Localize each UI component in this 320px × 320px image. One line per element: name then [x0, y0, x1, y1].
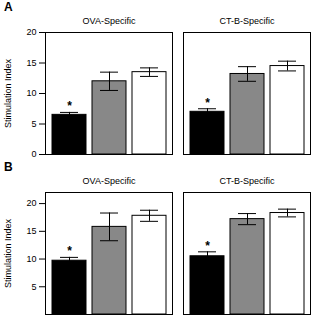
svg-text:*: * — [67, 244, 72, 258]
svg-text:15: 15 — [26, 58, 36, 68]
svg-text:OVA-Specific: OVA-Specific — [83, 16, 136, 26]
svg-text:10: 10 — [26, 88, 36, 98]
svg-text:20: 20 — [26, 198, 36, 208]
svg-text:OVA-Specific: OVA-Specific — [83, 176, 136, 186]
svg-text:Stimulation Index: Stimulation Index — [3, 58, 13, 128]
svg-text:CT-B-Specific: CT-B-Specific — [219, 16, 275, 26]
svg-text:20: 20 — [26, 27, 36, 37]
svg-text:*: * — [205, 239, 210, 253]
svg-text:Stimulation Index: Stimulation Index — [3, 218, 13, 288]
svg-text:5: 5 — [31, 119, 36, 129]
svg-text:*: * — [205, 96, 210, 110]
svg-text:*: * — [67, 99, 72, 113]
html-text:B: B — [4, 160, 13, 174]
svg-text:15: 15 — [26, 226, 36, 236]
svg-text:10: 10 — [26, 254, 36, 264]
svg-text:CT-B-Specific: CT-B-Specific — [219, 176, 275, 186]
svg-text:0: 0 — [31, 149, 36, 159]
svg-text:5: 5 — [31, 282, 36, 292]
html-text:A: A — [4, 0, 13, 14]
